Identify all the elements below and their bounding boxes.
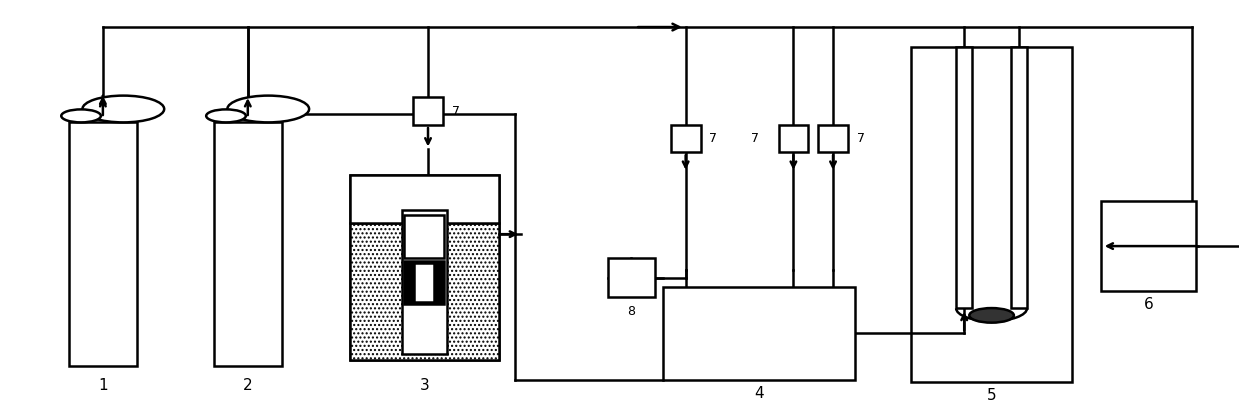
- Circle shape: [82, 96, 164, 123]
- Bar: [911, 47, 1073, 382]
- Bar: [68, 123, 136, 366]
- Bar: [414, 263, 434, 302]
- Bar: [413, 97, 443, 125]
- Text: 7: 7: [751, 132, 759, 145]
- Text: 3: 3: [419, 378, 429, 393]
- Text: 7: 7: [857, 132, 864, 145]
- Bar: [404, 215, 444, 258]
- Bar: [779, 125, 808, 152]
- Circle shape: [227, 96, 309, 123]
- Bar: [1101, 201, 1195, 291]
- Text: 7: 7: [451, 105, 460, 118]
- Bar: [818, 125, 848, 152]
- Text: 2: 2: [243, 378, 253, 393]
- Bar: [663, 287, 856, 380]
- Bar: [350, 175, 498, 360]
- Text: 5: 5: [987, 388, 997, 403]
- Circle shape: [970, 308, 1014, 323]
- Text: 4: 4: [754, 386, 764, 401]
- Circle shape: [206, 109, 246, 123]
- Bar: [213, 123, 281, 366]
- Text: 1: 1: [98, 378, 108, 393]
- Text: 6: 6: [1143, 297, 1153, 312]
- Bar: [608, 258, 655, 297]
- Bar: [671, 125, 701, 152]
- Text: 7: 7: [709, 132, 717, 145]
- Circle shape: [61, 109, 100, 123]
- Bar: [956, 47, 972, 309]
- Bar: [1011, 47, 1027, 309]
- Bar: [402, 210, 446, 354]
- Bar: [404, 260, 444, 304]
- Bar: [350, 175, 498, 223]
- Text: 8: 8: [627, 305, 635, 318]
- Bar: [350, 223, 498, 360]
